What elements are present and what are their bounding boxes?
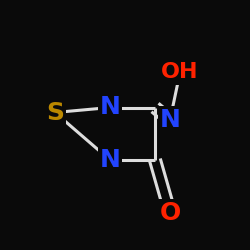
Text: N: N [100, 96, 120, 120]
Text: O: O [160, 200, 180, 224]
Text: OH: OH [161, 62, 199, 82]
Text: N: N [160, 108, 180, 132]
Text: N: N [100, 148, 120, 172]
Text: S: S [46, 100, 64, 124]
